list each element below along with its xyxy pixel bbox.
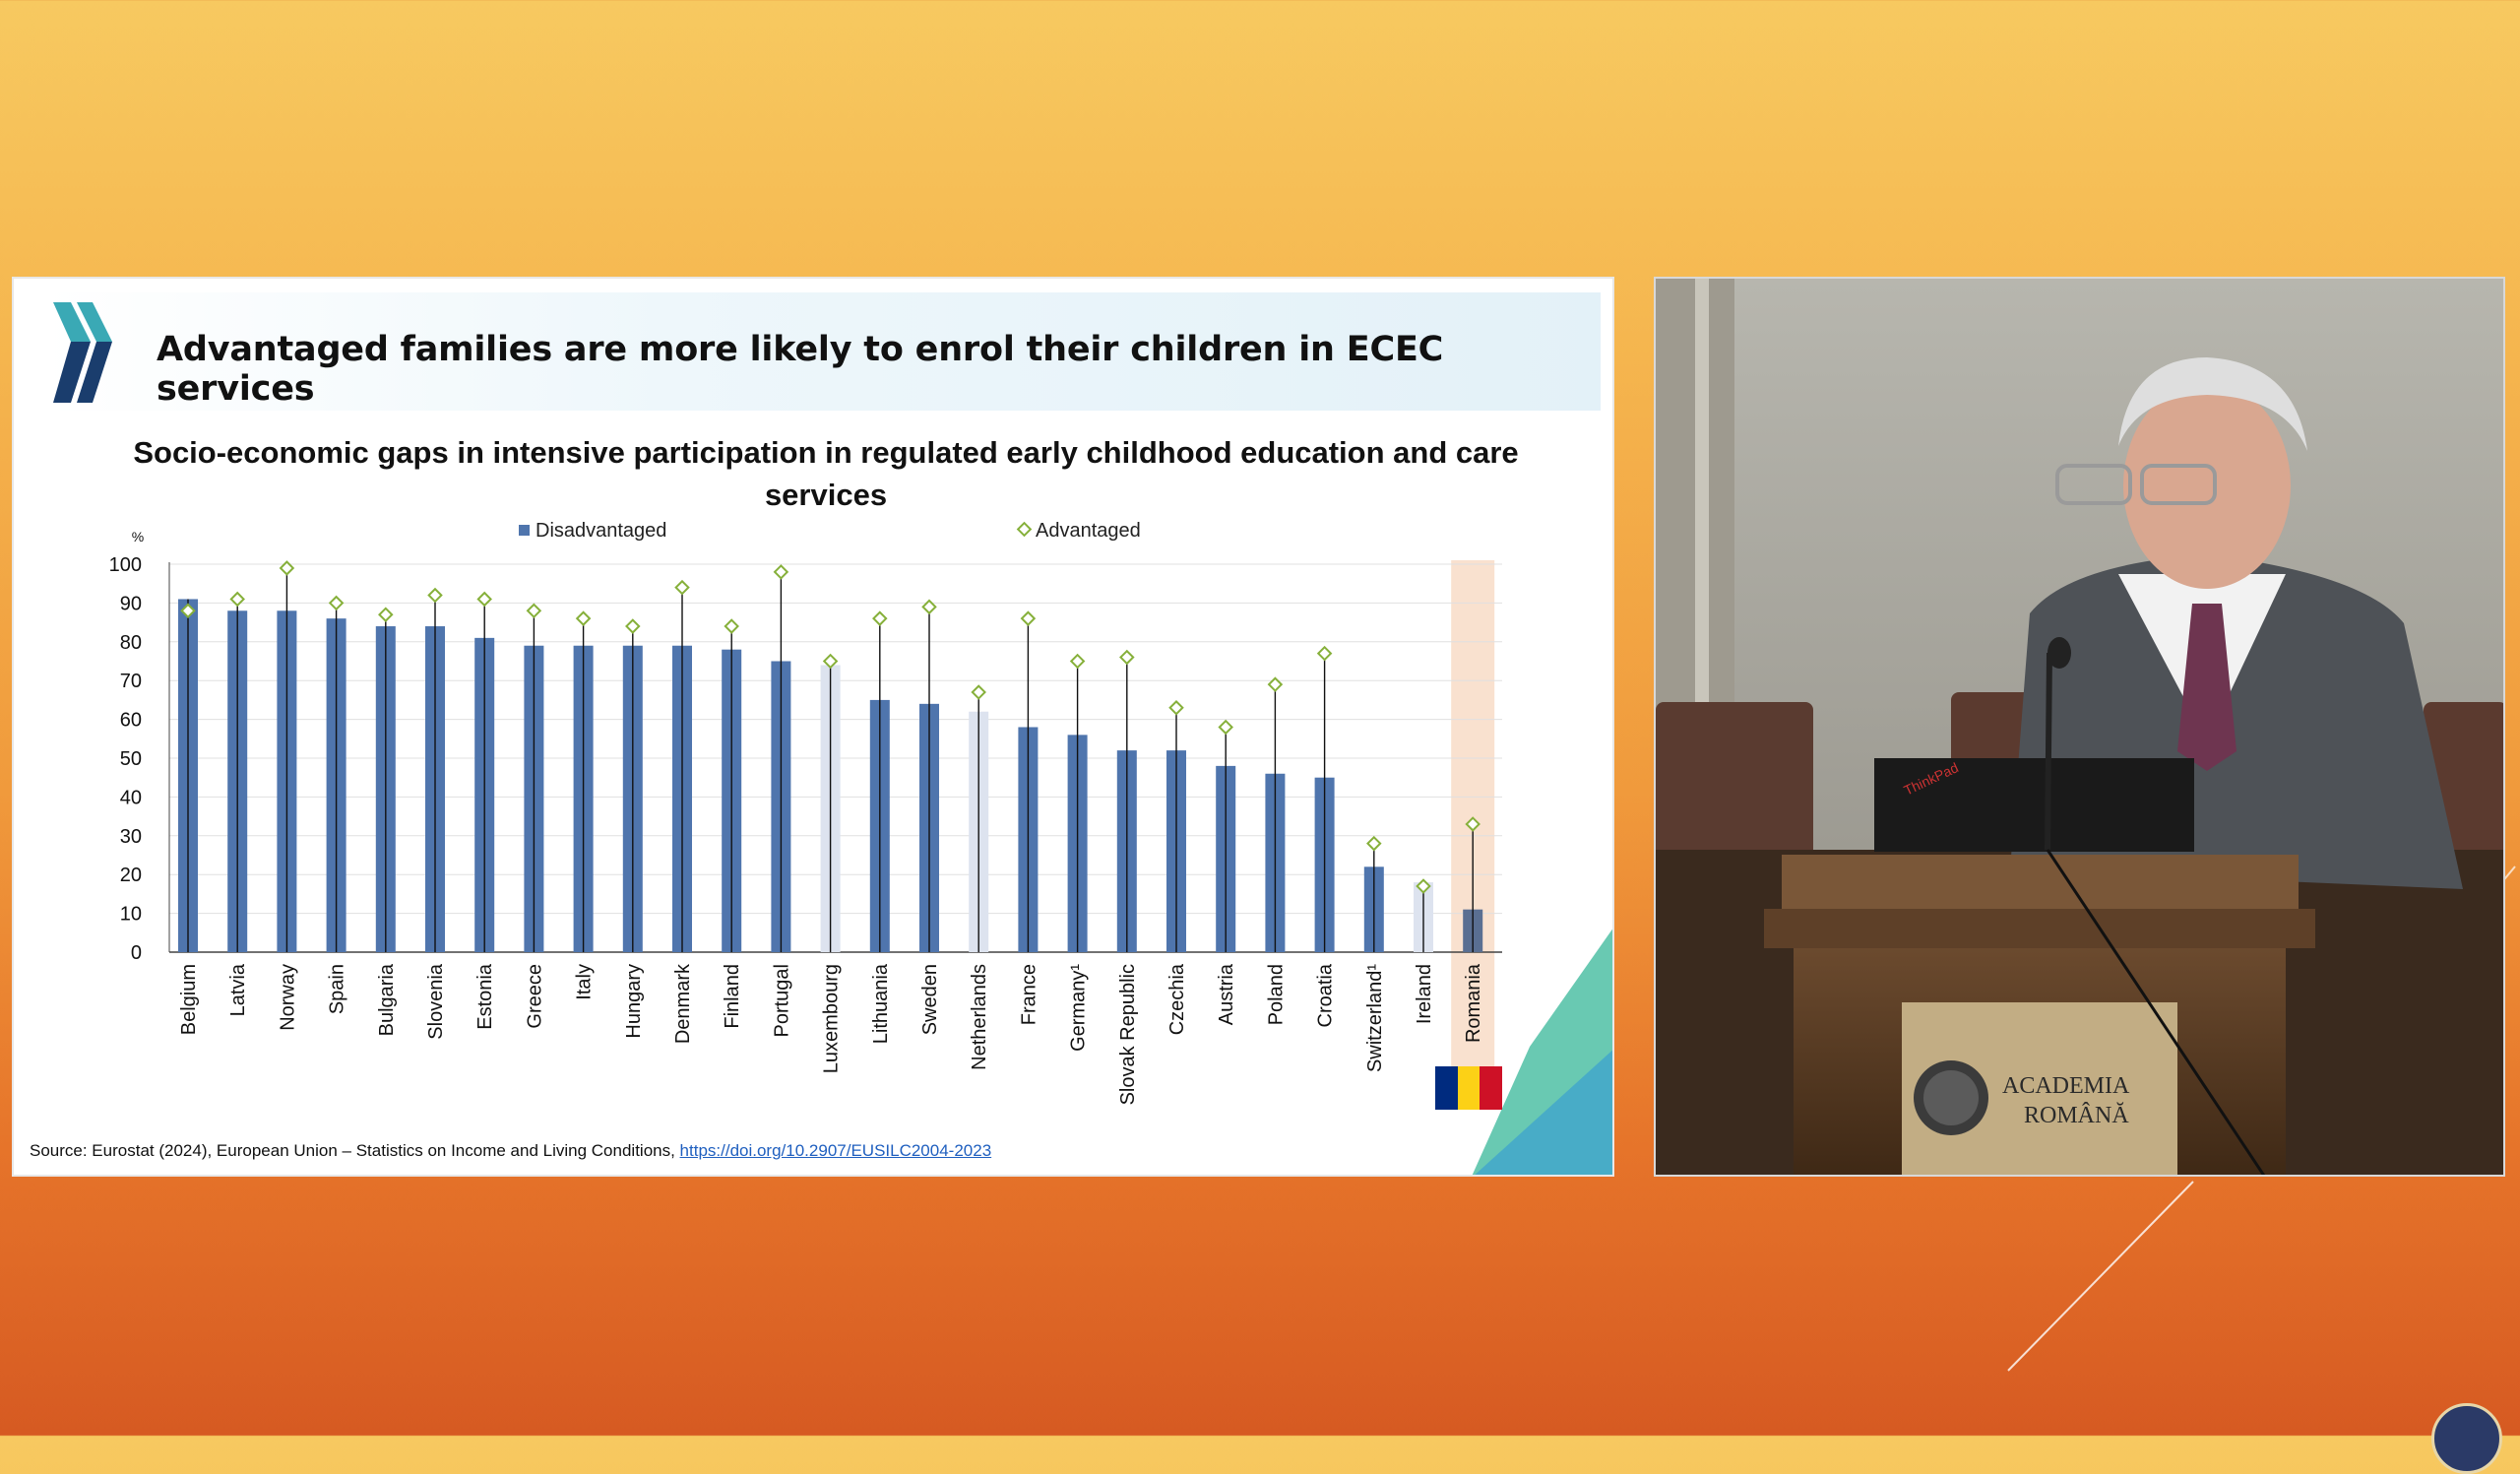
flag-stripe-blue <box>1435 1066 1458 1110</box>
marker-advantaged <box>674 579 690 596</box>
y-tick-label: 50 <box>120 748 142 770</box>
marker-advantaged <box>971 684 986 700</box>
y-tick-label: 10 <box>120 904 142 926</box>
source-prefix: Source: Eurostat (2024), European Union … <box>30 1141 680 1160</box>
x-tick-label: Hungary <box>623 964 645 1039</box>
y-tick-label: 90 <box>120 593 142 614</box>
bar-chart: 0 10 20 30 40 50 60 70 80 90 100% Disadvantaged Adva… <box>109 520 1612 1175</box>
x-tick-label: Denmark <box>672 963 694 1044</box>
x-tick-label: France <box>1018 964 1040 1025</box>
x-tick-label: Finland <box>722 964 743 1029</box>
flag-stripe-yellow <box>1457 1066 1480 1110</box>
x-tick-label: Poland <box>1265 964 1287 1025</box>
legend-marker-advantaged <box>1016 521 1033 538</box>
legend-label-advantaged: Advantaged <box>1036 520 1141 542</box>
x-tick-label: Norway <box>277 964 298 1031</box>
marker-advantaged <box>427 587 443 604</box>
x-tick-label: Lithuania <box>870 963 892 1044</box>
x-tick-label: Austria <box>1216 963 1237 1025</box>
x-tick-label: Romania <box>1463 963 1484 1043</box>
marker-advantaged <box>1267 676 1284 692</box>
romania-flag <box>1435 1066 1503 1110</box>
x-tick-label: Latvia <box>227 963 249 1016</box>
x-tick-label: Slovak Republic <box>1117 964 1139 1105</box>
y-tick-label: 70 <box>120 671 142 692</box>
x-tick-label: Ireland <box>1414 964 1435 1024</box>
speaker-video: ThinkPad ACADEMIA ROMÂNĂ <box>1654 277 2505 1177</box>
y-tick-label: 100 <box>109 554 142 576</box>
marker-advantaged <box>526 603 542 619</box>
presentation-slide: Advantaged families are more likely to e… <box>12 277 1614 1177</box>
marker-advantaged <box>1168 700 1184 716</box>
x-tick-label: Slovenia <box>425 963 447 1040</box>
speaker-scene: ThinkPad ACADEMIA ROMÂNĂ <box>1656 279 2503 1175</box>
marker-advantaged <box>872 610 888 626</box>
marker-advantaged <box>180 603 196 619</box>
marker-advantaged <box>1069 653 1086 670</box>
source-citation: Source: Eurostat (2024), European Union … <box>30 1141 991 1161</box>
x-tick-label: Spain <box>327 964 348 1014</box>
source-link[interactable]: https://doi.org/10.2907/EUSILC2004-2023 <box>679 1141 992 1160</box>
marker-advantaged <box>279 560 295 576</box>
marker-advantaged <box>229 591 245 608</box>
academy-seal-icon <box>2431 1403 2502 1474</box>
x-tick-label: Netherlands <box>969 964 990 1070</box>
x-tick-label: Italy <box>574 964 596 1000</box>
chart-title: Socio-economic gaps in intensive partici… <box>133 435 1519 512</box>
y-tick-label: 30 <box>120 826 142 848</box>
marker-advantaged <box>1316 645 1333 662</box>
x-tick-label: Switzerland¹ <box>1364 964 1386 1072</box>
y-tick-label: 80 <box>120 632 142 654</box>
marker-advantaged <box>724 618 739 634</box>
x-tick-label: Bulgaria <box>376 963 398 1036</box>
marker-advantaged <box>921 599 937 615</box>
x-tick-label: Estonia <box>474 963 496 1030</box>
marker-advantaged <box>476 591 492 608</box>
y-tick-label: 60 <box>120 710 142 732</box>
marker-advantaged <box>328 595 345 611</box>
x-tick-label: Belgium <box>178 964 200 1035</box>
marker-advantaged <box>575 610 592 626</box>
marker-advantaged <box>378 607 394 622</box>
y-axis-label: % <box>132 529 144 545</box>
y-tick-label: 40 <box>120 787 142 808</box>
podium-text-line1: ACADEMIA <box>2002 1073 2130 1099</box>
x-tick-label: Croatia <box>1315 963 1337 1027</box>
slide-header <box>45 292 1601 411</box>
marker-advantaged <box>1416 878 1431 894</box>
marker-advantaged <box>1020 610 1037 626</box>
legend-swatch-disadvantaged <box>519 525 530 536</box>
marker-advantaged <box>1119 649 1135 666</box>
marker-advantaged <box>1366 835 1382 852</box>
marker-advantaged <box>625 618 641 634</box>
marker-advantaged <box>1465 816 1480 832</box>
y-tick-label: 20 <box>120 865 142 886</box>
y-tick-label: 0 <box>131 942 142 964</box>
x-tick-label: Greece <box>524 964 545 1029</box>
slide-title: Advantaged families are more likely to e… <box>157 330 1444 409</box>
corner-decoration-2 <box>1475 1050 1612 1175</box>
podium-text-line2: ROMÂNĂ <box>2024 1103 2129 1128</box>
x-tick-label: Czechia <box>1166 963 1188 1035</box>
x-tick-label: Sweden <box>919 964 941 1035</box>
flag-stripe-red <box>1480 1066 1503 1110</box>
x-tick-label: Portugal <box>771 964 792 1038</box>
legend-label-disadvantaged: Disadvantaged <box>536 520 666 542</box>
x-tick-label: Luxembourg <box>821 964 843 1073</box>
marker-advantaged <box>822 653 839 670</box>
marker-advantaged <box>773 564 789 580</box>
marker-advantaged <box>1218 719 1233 736</box>
oecd-chevron-logo <box>53 302 112 403</box>
x-tick-label: Germany¹ <box>1068 964 1090 1052</box>
